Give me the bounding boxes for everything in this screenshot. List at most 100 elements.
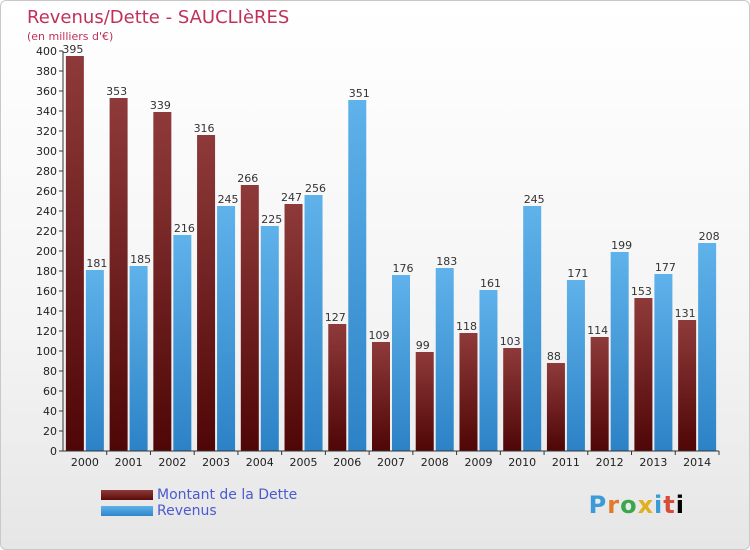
data-label-debt: 247 — [281, 191, 302, 204]
data-label-debt: 88 — [547, 350, 561, 363]
x-tick-label: 2011 — [552, 456, 580, 469]
x-tick-label: 2014 — [683, 456, 711, 469]
y-tick-label: 80 — [43, 365, 57, 378]
data-label-revenue: 185 — [130, 253, 151, 266]
bar-debt — [678, 320, 697, 451]
y-axis: 0 20 40 60 80 100 120 140 160 180 200 220 240 260 280 3… — [36, 45, 64, 458]
y-tick-label: 180 — [36, 265, 57, 278]
y-tick-label: 280 — [36, 165, 57, 178]
data-label-debt: 118 — [456, 320, 477, 333]
y-tick-label: 140 — [36, 305, 57, 318]
bar-debt — [503, 348, 522, 451]
legend-label-revenue: Revenus — [157, 503, 217, 519]
y-tick-label: 120 — [36, 325, 57, 338]
x-tick-label: 2004 — [246, 456, 274, 469]
bar-debt — [372, 342, 390, 451]
bar-revenue — [304, 195, 323, 451]
bar-debt — [197, 135, 216, 451]
y-tick-label: 380 — [36, 65, 57, 78]
legend: Montant de la Dette Revenus — [101, 487, 297, 519]
data-label-revenue: 208 — [699, 230, 720, 243]
chart-title: Revenus/Dette - SAUCLIèRES — [27, 7, 290, 28]
data-label-revenue: 351 — [349, 87, 370, 100]
y-tick-label: 200 — [36, 245, 57, 258]
x-tick-label: 2002 — [158, 456, 186, 469]
bar-debt — [546, 363, 565, 451]
bar-revenue — [173, 235, 192, 451]
bar-revenue — [85, 270, 104, 451]
y-tick-label: 160 — [36, 285, 57, 298]
y-tick-label: 400 — [36, 45, 57, 58]
data-label-revenue: 183 — [436, 255, 457, 268]
bar-revenue — [217, 206, 236, 451]
proxiti-logo: Proxiti — [588, 491, 685, 519]
data-label-debt: 109 — [369, 329, 390, 342]
bar-debt — [415, 352, 434, 451]
data-label-revenue: 171 — [567, 267, 588, 280]
y-tick-label: 340 — [36, 105, 57, 118]
y-tick-label: 40 — [43, 405, 57, 418]
bar-debt — [634, 298, 653, 451]
bar-revenue — [654, 274, 673, 451]
bar-revenue — [523, 206, 542, 451]
y-tick-label: 60 — [43, 385, 57, 398]
x-tick-label: 2013 — [639, 456, 667, 469]
bar-revenue — [129, 266, 148, 451]
x-tick-label: 2009 — [464, 456, 492, 469]
data-label-revenue: 216 — [174, 222, 195, 235]
data-label-debt: 316 — [194, 122, 215, 135]
bar-revenue — [610, 252, 629, 451]
bar-revenue — [566, 280, 585, 451]
data-label-revenue: 161 — [480, 277, 501, 290]
legend-swatch-revenue — [101, 506, 153, 516]
data-label-revenue: 245 — [218, 193, 239, 206]
data-label-revenue: 225 — [261, 213, 282, 226]
legend-item-debt: Montant de la Dette — [101, 487, 297, 503]
bar-revenue — [479, 290, 498, 451]
y-tick-label: 0 — [50, 445, 57, 458]
data-label-debt: 395 — [62, 43, 83, 56]
legend-item-revenue: Revenus — [101, 503, 297, 519]
data-label-revenue: 199 — [611, 239, 632, 252]
bar-debt — [109, 98, 128, 451]
y-tick-label: 320 — [36, 125, 57, 138]
bar-revenue — [260, 226, 279, 451]
data-label-debt: 131 — [675, 307, 696, 320]
x-tick-label: 2003 — [202, 456, 230, 469]
legend-swatch-debt — [101, 490, 153, 500]
bar-debt — [153, 112, 172, 451]
x-tick-label: 2005 — [290, 456, 318, 469]
y-tick-label: 220 — [36, 225, 57, 238]
bar-debt — [459, 333, 478, 451]
data-label-debt: 339 — [150, 99, 171, 112]
data-label-debt: 153 — [631, 285, 652, 298]
chart-subtitle: (en milliers d'€) — [27, 30, 114, 43]
data-label-debt: 353 — [106, 85, 127, 98]
data-label-revenue: 256 — [305, 182, 326, 195]
y-tick-label: 260 — [36, 185, 57, 198]
y-tick-label: 360 — [36, 85, 57, 98]
y-tick-label: 240 — [36, 205, 57, 218]
bar-revenue — [435, 268, 454, 451]
x-tick-label: 2000 — [71, 456, 99, 469]
bar-debt — [590, 337, 609, 451]
data-label-debt: 266 — [237, 172, 258, 185]
data-label-revenue: 245 — [524, 193, 545, 206]
data-label-revenue: 181 — [86, 257, 107, 270]
x-tick-label: 2006 — [333, 456, 361, 469]
x-tick-label: 2007 — [377, 456, 405, 469]
bar-revenue — [698, 243, 717, 451]
bar-debt — [284, 204, 303, 451]
data-label-revenue: 176 — [393, 262, 414, 275]
bar-revenue — [348, 100, 367, 451]
data-label-debt: 99 — [416, 339, 430, 352]
y-tick-label: 300 — [36, 145, 57, 158]
x-axis: 2000 2001 2002 2003 2004 2005 2006 2007 2008 2009… — [63, 450, 720, 469]
y-tick-label: 20 — [43, 425, 57, 438]
x-tick-label: 2012 — [596, 456, 624, 469]
bar-debt — [65, 56, 84, 451]
bar-debt — [328, 324, 347, 451]
